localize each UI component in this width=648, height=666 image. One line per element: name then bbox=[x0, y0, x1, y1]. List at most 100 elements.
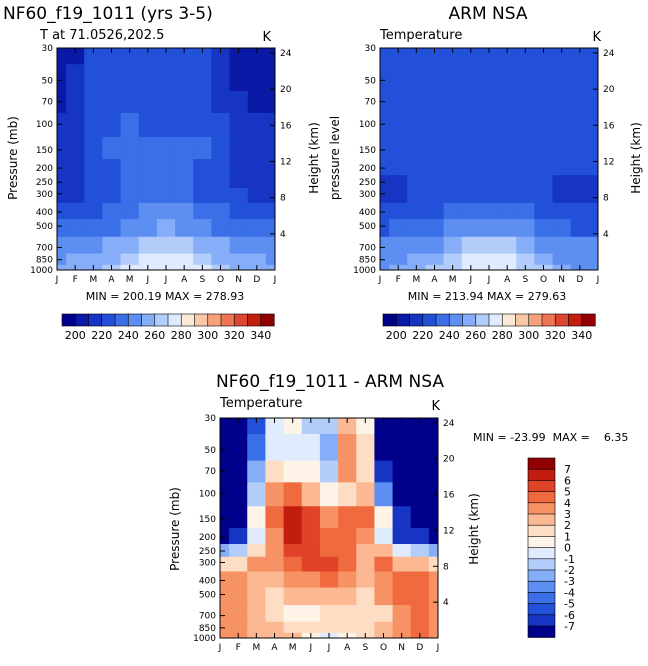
heatmap-cell bbox=[356, 544, 376, 558]
heatmap-cell bbox=[552, 112, 572, 138]
heatmap-cell bbox=[407, 137, 427, 160]
heatmap-cell bbox=[588, 236, 598, 255]
x-tick-label: M bbox=[449, 275, 457, 285]
heatmap-cell bbox=[428, 506, 438, 529]
heatmap-cell bbox=[247, 434, 267, 462]
heatmap-cell bbox=[443, 219, 463, 238]
heatmap-cell bbox=[102, 64, 122, 92]
heatmap-cell bbox=[120, 159, 140, 176]
heatmap-cell bbox=[102, 137, 122, 160]
y-right-tick-label: 12 bbox=[603, 157, 614, 167]
x-tick-label: A bbox=[504, 275, 511, 285]
heatmap-cell bbox=[338, 621, 357, 634]
heatmap-cell bbox=[283, 544, 303, 558]
heatmap-cell bbox=[247, 506, 267, 529]
colorbar-swatch bbox=[501, 313, 517, 327]
heatmap-cell bbox=[66, 175, 85, 189]
heatmap-cell bbox=[443, 188, 463, 204]
panel-obs-minmax: MIN = 213.94 MAX = 279.63 bbox=[408, 290, 566, 303]
colorbar-swatch bbox=[527, 502, 556, 515]
heatmap-cell bbox=[443, 253, 463, 266]
heatmap-cell bbox=[247, 460, 267, 483]
heatmap-cell bbox=[425, 48, 445, 65]
heatmap-cell bbox=[389, 202, 408, 220]
heatmap-cell bbox=[247, 112, 267, 138]
panel-model-ylabel-right: Height (km) bbox=[307, 122, 321, 193]
heatmap-cell bbox=[425, 112, 445, 138]
heatmap-cell bbox=[479, 219, 499, 238]
heatmap-cell bbox=[301, 587, 321, 606]
x-tick-label: D bbox=[576, 275, 583, 285]
heatmap-cell bbox=[229, 253, 249, 266]
heatmap-cell bbox=[407, 90, 427, 114]
heatmap-cell bbox=[443, 48, 463, 65]
colorbar-swatch bbox=[194, 313, 209, 327]
colorbar-label: 200 bbox=[386, 329, 407, 342]
panel-diff-ylabel: Pressure (mb) bbox=[168, 487, 182, 571]
heatmap-cell bbox=[265, 434, 285, 462]
heatmap-cell bbox=[588, 64, 598, 92]
panel-model-minmax: MIN = 200.19 MAX = 278.93 bbox=[86, 290, 244, 303]
heatmap-cell bbox=[461, 112, 481, 138]
heatmap-cell bbox=[193, 236, 213, 255]
x-tick-label: J bbox=[378, 275, 382, 285]
y-right-tick-label: 20 bbox=[443, 455, 455, 465]
colorbar-swatch bbox=[233, 313, 249, 327]
heatmap-cell bbox=[392, 544, 412, 558]
heatmap-cell bbox=[380, 219, 390, 238]
heatmap-cell bbox=[265, 556, 285, 573]
heatmap-cell bbox=[283, 506, 303, 529]
panel-model-title: NF60_f19_1011 (yrs 3-5) bbox=[3, 4, 213, 24]
heatmap-cell bbox=[407, 64, 427, 92]
colorbar-label: 3 bbox=[564, 508, 571, 521]
heatmap-cell bbox=[229, 236, 249, 255]
y-tick-label: 250 bbox=[199, 547, 216, 557]
y-tick-label: 50 bbox=[365, 76, 377, 86]
heatmap-cell bbox=[175, 236, 194, 255]
heatmap-cell bbox=[301, 556, 321, 573]
y-right-tick-label: 20 bbox=[280, 85, 292, 95]
heatmap-cell bbox=[120, 137, 140, 160]
colorbar-swatch bbox=[515, 313, 530, 327]
heatmap-cell bbox=[479, 64, 499, 92]
x-tick-label: J bbox=[469, 275, 473, 285]
heatmap-cell bbox=[211, 202, 231, 220]
colorbar-swatch bbox=[448, 313, 464, 327]
heatmap-cells bbox=[380, 48, 598, 270]
heatmap-cell bbox=[443, 202, 463, 220]
colorbar-label: -1 bbox=[564, 553, 575, 566]
heatmap-cell bbox=[102, 48, 122, 65]
heatmap-cell bbox=[410, 605, 430, 623]
heatmap-cell bbox=[461, 219, 481, 238]
x-tick-label: J bbox=[164, 275, 168, 285]
x-tick-label: M bbox=[252, 643, 260, 653]
heatmap-cell bbox=[283, 418, 303, 435]
heatmap-cell bbox=[138, 137, 158, 160]
heatmap-cell bbox=[570, 48, 590, 65]
heatmap-cell bbox=[220, 482, 230, 507]
y-tick-label: 250 bbox=[36, 178, 53, 188]
panel-diff-units: K bbox=[431, 399, 440, 414]
heatmap-cell bbox=[428, 571, 438, 589]
heatmap-cell bbox=[461, 236, 481, 255]
panel-obs-colorbar: 200 220 240 260 280 300 320 340 bbox=[382, 313, 596, 342]
heatmap-cell bbox=[410, 571, 430, 589]
heatmap-cell bbox=[374, 556, 394, 573]
heatmap-cell bbox=[301, 571, 321, 589]
panel-model-units: K bbox=[262, 30, 271, 45]
colorbar-label: 220 bbox=[412, 329, 433, 342]
heatmap-cell bbox=[193, 90, 213, 114]
y-right-tick-label: 12 bbox=[280, 157, 291, 167]
x-tick-label: A bbox=[108, 275, 115, 285]
heatmap-cell bbox=[57, 264, 67, 270]
x-tick-label: J bbox=[55, 275, 59, 285]
heatmap-cell bbox=[247, 64, 267, 92]
heatmap-cell bbox=[102, 112, 122, 138]
heatmap-cell bbox=[283, 587, 303, 606]
heatmap-cell bbox=[588, 175, 598, 189]
heatmap-cell bbox=[516, 253, 536, 266]
x-tick-label: N bbox=[235, 275, 242, 285]
heatmap-cell bbox=[57, 64, 67, 92]
heatmap-cell bbox=[356, 482, 376, 507]
colorbar-label: 1 bbox=[564, 530, 571, 543]
